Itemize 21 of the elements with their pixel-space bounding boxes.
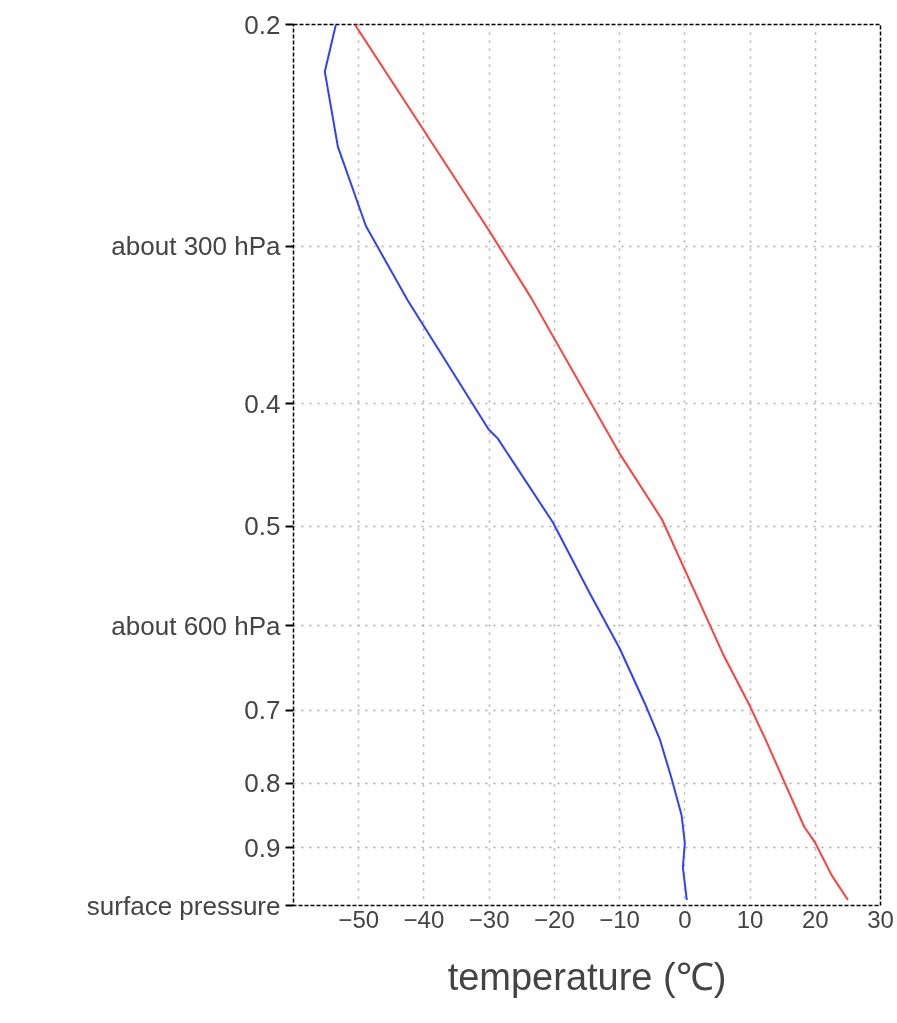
x-tick-label: −20 [534,905,575,933]
y-tick-label: 0.9 [244,832,281,863]
line-series [323,24,688,901]
y-tick-label: 0.7 [244,695,281,726]
x-tick-label: −50 [338,905,380,933]
x-tick-label: 0 [678,905,692,933]
y-tick-label: surface pressure [86,890,281,921]
x-tick-label: 20 [801,905,829,933]
x-axis-title: temperature (℃) [447,955,727,998]
y-tick-label: about 600 hPa [111,610,282,641]
y-tick-label: about 300 hPa [111,231,282,262]
y-tick-label: 0.4 [244,388,281,419]
x-tick-label: −40 [403,905,445,933]
y-tick-label: 0.5 [244,511,281,542]
x-tick-label: −30 [468,905,510,933]
x-tick-label: 10 [736,905,764,933]
line-series [353,24,849,901]
x-tick-label: 30 [867,905,894,933]
x-tick-label: −10 [599,905,640,933]
y-tick-label: 0.2 [244,9,281,40]
y-tick-label: 0.8 [244,768,281,799]
